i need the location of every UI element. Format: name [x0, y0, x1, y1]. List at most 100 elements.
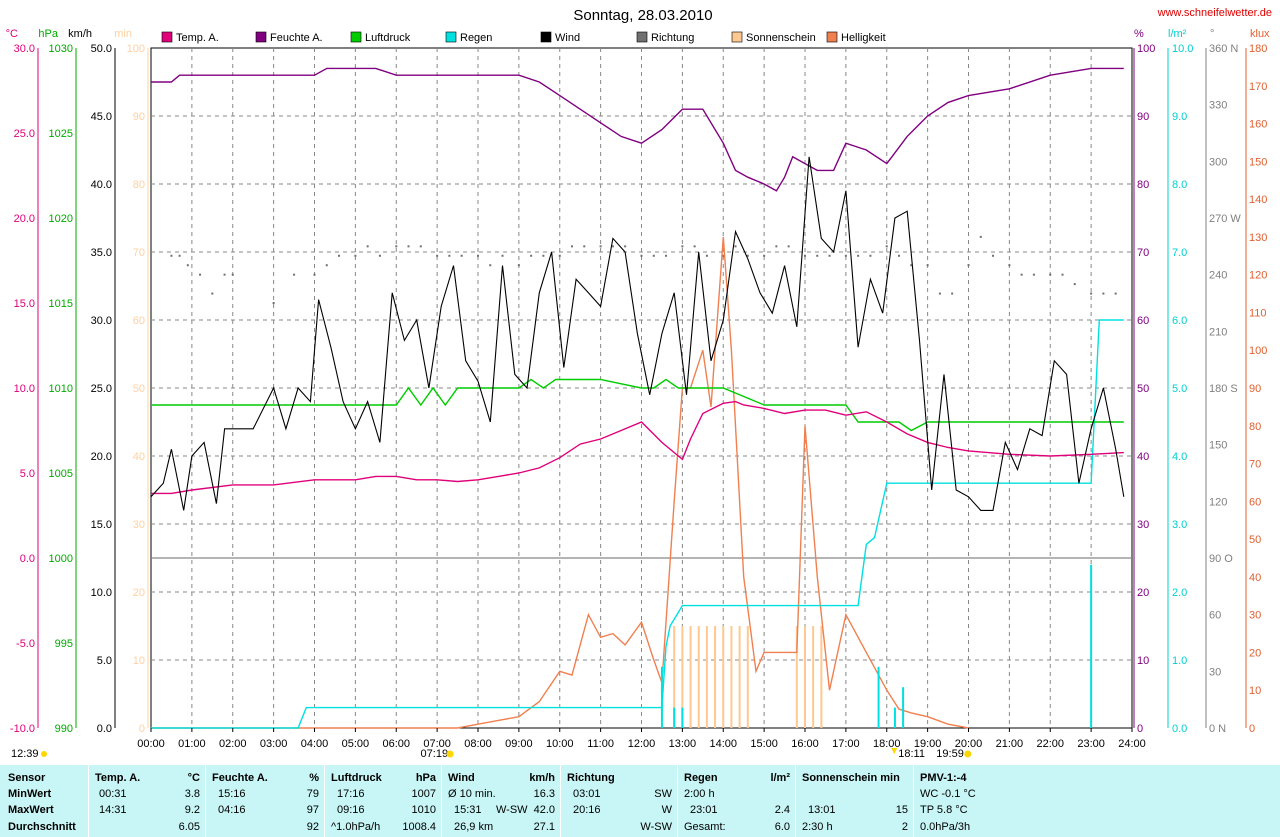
- direction-dot: [460, 254, 463, 257]
- direction-axis-tick: 120: [1209, 496, 1227, 508]
- legend-label: Helligkeit: [841, 32, 886, 44]
- sunmin-axis-tick: 0: [139, 723, 145, 735]
- pressure-avg: 1008.4: [402, 821, 436, 833]
- wind-unit: km/h: [529, 772, 555, 784]
- temp-avg: 6.05: [178, 821, 200, 833]
- temp-header: Temp. A.: [95, 772, 141, 784]
- x-tick-label: 11:00: [587, 738, 614, 750]
- direction-dot: [734, 245, 737, 248]
- direction-axis-tick: 30: [1209, 666, 1221, 678]
- direction-dot: [338, 254, 341, 257]
- direction-dot: [926, 264, 929, 267]
- x-tick-label: 01:00: [178, 738, 206, 750]
- direction-dot: [1061, 273, 1064, 276]
- direction-dot: [407, 245, 410, 248]
- lux-axis-tick: 80: [1249, 421, 1261, 433]
- sunshine-duration: 2:30 h: [802, 821, 833, 833]
- humidity-header: Feuchte A.: [212, 772, 268, 784]
- x-tick-label: 17:00: [832, 738, 860, 750]
- direction-dot: [501, 254, 504, 257]
- rain-axis-tick: 9.0: [1172, 111, 1187, 123]
- pressure-unit: hPa: [415, 772, 436, 784]
- humidity-axis-tick: 40: [1137, 451, 1149, 463]
- sunmin-axis-tick: 60: [133, 315, 145, 327]
- sunmin-axis-tick: 80: [133, 179, 145, 191]
- temp-axis-tick: 15.0: [14, 298, 35, 310]
- direction-dot: [1032, 273, 1035, 276]
- brightness-line: [151, 236, 969, 729]
- x-tick-label: 04:00: [301, 738, 329, 750]
- direction-dot: [722, 254, 725, 257]
- x-tick-label: 15:00: [750, 738, 778, 750]
- direction-header: Richtung: [567, 772, 615, 784]
- direction-dot: [693, 245, 696, 248]
- pressure-axis-unit: hPa: [38, 28, 58, 40]
- direction-dot: [272, 302, 275, 304]
- pressure-line: [151, 378, 1124, 432]
- wind-axis-tick: 40.0: [91, 179, 112, 191]
- direction-dot: [898, 254, 901, 257]
- lux-axis-tick: 160: [1249, 119, 1267, 131]
- rain-axis-tick: 3.0: [1172, 519, 1187, 531]
- direction-dot: [313, 273, 316, 276]
- temp-axis-tick: 10.0: [14, 383, 35, 395]
- footer-humidity-column: Feuchte A. % 15:16 79 04:16 97 92: [205, 765, 325, 837]
- lux-axis-tick: 140: [1249, 194, 1267, 206]
- wind-distance: 26,9 km: [454, 821, 494, 833]
- rain-axis-tick: 2.0: [1172, 587, 1187, 599]
- x-tick-label: 20:00: [955, 738, 983, 750]
- direction-avg: W-SW: [640, 821, 672, 833]
- direction-axis-tick: 240: [1209, 270, 1227, 282]
- direction-axis-tick: 360 N: [1209, 43, 1238, 55]
- lux-axis-unit: klux: [1250, 28, 1270, 40]
- sunmin-axis-tick: 40: [133, 451, 145, 463]
- direction-axis-tick: 60: [1209, 610, 1221, 622]
- legend-swatch: [350, 31, 362, 43]
- lux-axis-tick: 30: [1249, 610, 1261, 622]
- x-tick-label: 22:00: [1036, 738, 1064, 750]
- direction-dot: [665, 254, 668, 257]
- legend-label: Temp. A.: [176, 32, 219, 44]
- pressure-axis-tick: 1030: [49, 43, 73, 55]
- statistics-footer: Sensor MinWert MaxWert Durchschnitt Temp…: [0, 765, 1280, 837]
- direction-dot: [223, 273, 226, 276]
- x-axis: 00:00 01:00 02:00 03:00 04:00 05:00 06:00 07:00…: [137, 728, 1146, 750]
- lux-axis-tick: 0: [1249, 723, 1255, 735]
- footer-direction-column: Richtung 03:01 SW 20:16 W W-SW: [560, 765, 678, 837]
- direction-axis-tick: 300: [1209, 156, 1227, 168]
- humidity-axis-unit: %: [1134, 28, 1144, 40]
- wind-avg10-label: Ø 10 min.: [448, 788, 496, 800]
- legend-label: Luftdruck: [365, 32, 411, 44]
- lux-axis-tick: 70: [1249, 459, 1261, 471]
- direction-dot: [652, 254, 655, 257]
- wind-avg10: 16.3: [533, 788, 555, 800]
- footer-pressure-column: Luftdruck hPa 17:16 1007 09:16 1010 ^1.0…: [324, 765, 442, 837]
- temp-axis-tick: 20.0: [14, 213, 35, 225]
- temp-axis-tick: 0.0: [20, 553, 35, 565]
- lux-axis-tick: 120: [1249, 270, 1267, 282]
- sunmin-axis-tick: 70: [133, 247, 145, 259]
- row-label-avg: Durchschnitt: [8, 821, 76, 833]
- direction-axis-tick: 330: [1209, 100, 1227, 112]
- direction-dot: [325, 264, 328, 267]
- humidity-axis-tick: 30: [1137, 519, 1149, 531]
- footer-temp-column: Temp. A. °C 00:31 3.8 14:31 9.2 6.05: [88, 765, 206, 837]
- lux-axis-tick: 150: [1249, 156, 1267, 168]
- x-tick-label: 05:00: [342, 738, 370, 750]
- x-tick-label: 10:00: [546, 738, 574, 750]
- pmv-header: PMV-1:-4: [920, 772, 967, 784]
- lux-axis-tick: 40: [1249, 572, 1261, 584]
- sunrise-time: 07:19: [421, 748, 449, 760]
- direction-dot: [787, 245, 790, 248]
- sunshine-avg: 2: [901, 821, 908, 833]
- rain-axis-tick: 10.0: [1172, 43, 1193, 55]
- temp-axis-tick: 5.0: [20, 468, 35, 480]
- wind-axis-tick: 15.0: [91, 519, 112, 531]
- direction-dot: [828, 254, 831, 257]
- pressure-min: 1007: [411, 788, 436, 800]
- temp-axis-tick: -5.0: [16, 638, 35, 650]
- direction-dot: [1102, 292, 1105, 295]
- direction-dot: [583, 245, 586, 248]
- lux-axis-tick: 170: [1249, 81, 1267, 93]
- direction-dot: [419, 245, 422, 248]
